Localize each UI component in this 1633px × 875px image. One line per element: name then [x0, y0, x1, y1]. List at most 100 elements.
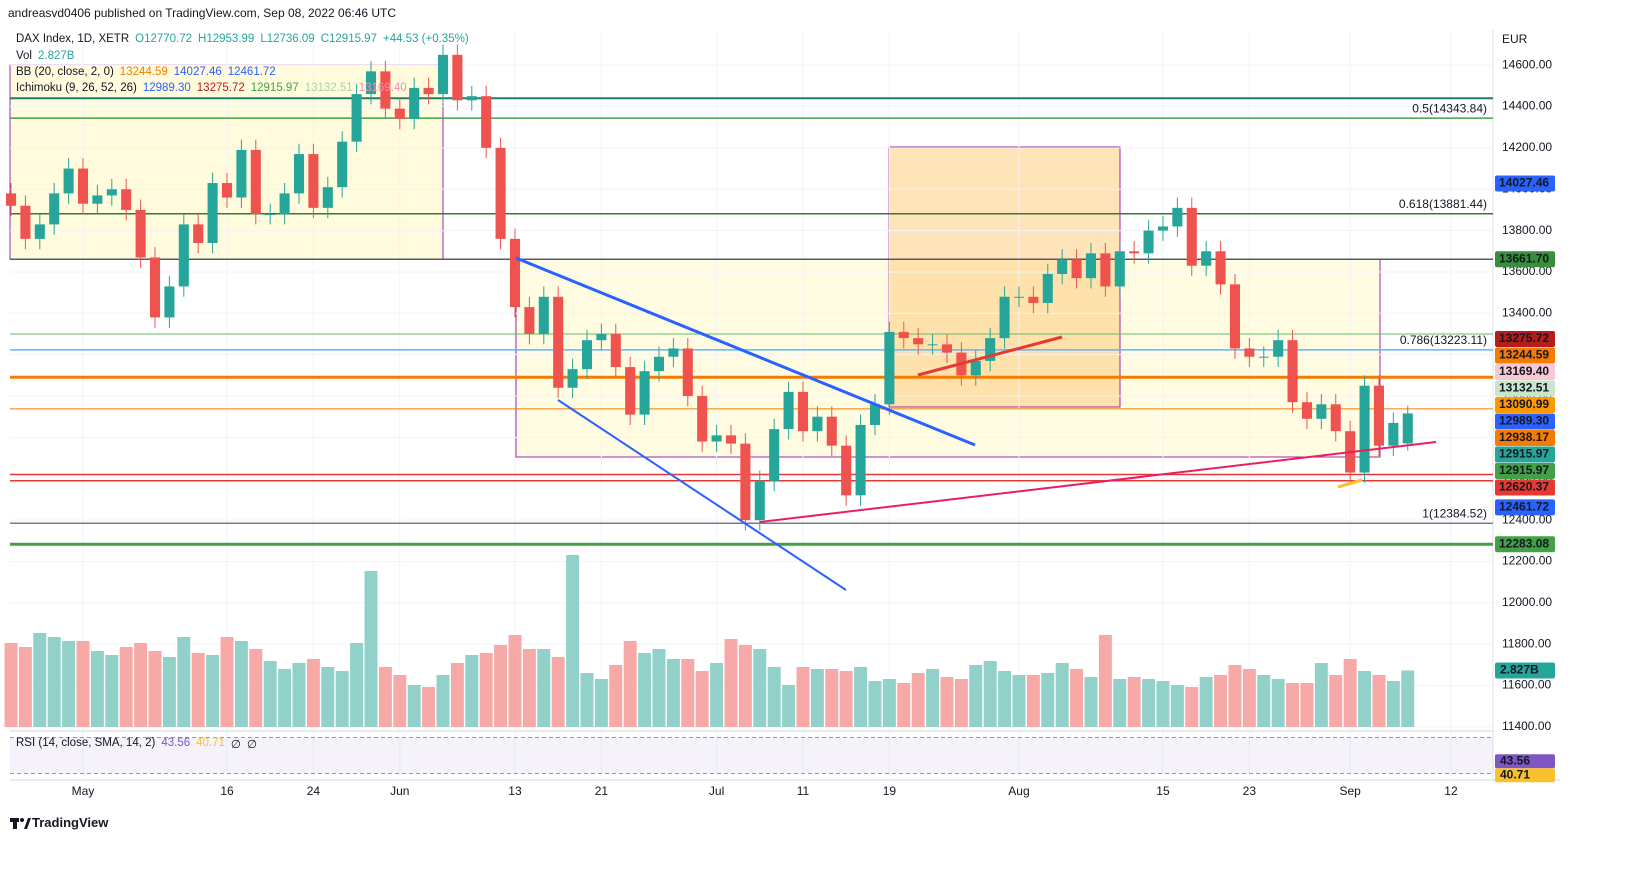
candle-body	[423, 87, 434, 95]
price-badge	[1495, 536, 1555, 553]
ohlc: L12736.09	[260, 33, 315, 45]
y-tick-label: 14600.00	[1502, 57, 1552, 71]
y-tick-label: 12200.00	[1502, 554, 1552, 568]
candle-body	[293, 154, 305, 194]
volume-bar	[652, 649, 666, 727]
price-badge	[1495, 499, 1555, 516]
volume-bar	[306, 659, 320, 727]
trend-line	[557, 399, 847, 591]
volume-bar	[1401, 670, 1415, 727]
volume-bar	[335, 671, 349, 727]
volume-bar	[1098, 635, 1112, 727]
candle-body	[754, 480, 765, 521]
volume-bar	[292, 663, 306, 727]
candle-body	[1201, 251, 1212, 266]
candle-body	[250, 149, 261, 215]
volume-bar	[33, 633, 47, 727]
candle-body	[812, 416, 823, 432]
candle-body	[1071, 259, 1082, 279]
x-tick-label: 12	[1444, 784, 1458, 798]
candle-body	[769, 429, 780, 481]
volume-bar	[810, 669, 824, 727]
volume-bar	[594, 679, 608, 727]
indicator-name: BB (20, close, 2, 0)	[16, 66, 114, 78]
candle-body	[337, 141, 348, 188]
candle-body	[970, 360, 981, 376]
candle-body	[783, 391, 794, 430]
vol-name: Vol	[16, 50, 32, 62]
legend-row: BB (20, close, 2, 0) 13244.59 14027.46 1246…	[16, 66, 276, 78]
volume-bar	[1084, 677, 1098, 727]
volume-bar	[926, 669, 940, 727]
levels: 0.5(14343.84) 0.618(13881.44) 0.786(13223.…	[10, 30, 1493, 780]
price-badge-label: 14027.46	[1499, 176, 1549, 190]
x-tick-label: 16	[220, 784, 234, 798]
change: +44.53 (+0.35%)	[382, 33, 469, 45]
x-tick-label: Jul	[709, 784, 724, 798]
volume-bar	[638, 653, 652, 727]
price-badge	[1495, 430, 1555, 447]
volume-bar	[162, 657, 176, 727]
candles	[5, 44, 1413, 531]
volume-bar	[1228, 665, 1242, 727]
volume-bar	[1156, 681, 1170, 727]
y-tick-label: 11800.00	[1502, 636, 1551, 650]
volume-bar	[1372, 675, 1386, 727]
symbol: DAX Index, 1D, XETR	[16, 33, 130, 45]
fib-label: 0.786(13223.11)	[1400, 333, 1487, 347]
price-badge	[1495, 397, 1555, 414]
candle-body	[625, 367, 636, 415]
candle-body	[1186, 207, 1197, 266]
legend-row: Ichimoku (9, 26, 52, 26) 12989.30 13275.72…	[16, 82, 407, 94]
volume-bar	[1214, 675, 1228, 727]
candle-body	[1388, 422, 1399, 446]
candle-body	[538, 296, 549, 334]
candle-body	[236, 149, 247, 198]
volume-bar	[1199, 677, 1213, 727]
volume-bar	[839, 671, 853, 727]
volume-bar	[119, 647, 133, 727]
volume-bar	[753, 649, 767, 727]
candle-body	[34, 224, 45, 239]
indicator-value: 12989.30	[142, 82, 191, 94]
candle-body	[63, 168, 74, 194]
candle-body	[351, 94, 362, 142]
price-badge	[1495, 479, 1555, 496]
x-tick-label: 23	[1243, 784, 1257, 798]
candle-body	[941, 344, 953, 353]
price-badge	[1495, 446, 1555, 463]
logo-part	[13, 818, 17, 829]
candle-body	[653, 356, 665, 372]
indicator-value: 43.56	[161, 737, 191, 749]
candle-body	[178, 224, 189, 287]
volume-bar	[407, 685, 421, 727]
volume-bar	[983, 661, 997, 727]
legend-row: RSI (14, close, SMA, 14, 2) 43.56 40.71 ∅ ∅	[16, 737, 257, 751]
indicator-value: ∅	[246, 739, 257, 751]
volume-bar	[897, 683, 911, 727]
volume-bar	[710, 663, 724, 727]
price-badge-label: 12915.97	[1499, 447, 1549, 461]
candle-body	[394, 108, 405, 119]
volume-bar	[479, 653, 493, 727]
candle-body	[898, 331, 909, 339]
ohlc: O12770.72	[135, 33, 193, 45]
candle-body	[524, 307, 535, 334]
price-badge-label: 12989.30	[1499, 414, 1549, 428]
volume-bar	[623, 641, 637, 727]
candle-body	[380, 71, 391, 109]
candle-body	[1330, 404, 1341, 432]
candle-body	[164, 286, 175, 318]
candle-body	[884, 331, 895, 405]
x-tick-label: 19	[883, 784, 897, 798]
volume-bar	[666, 659, 680, 727]
price-badge-label: 12938.17	[1499, 430, 1549, 444]
publisher: andreasvd0406 published on TradingView.c…	[8, 6, 397, 20]
volume-bar	[954, 679, 968, 727]
candle-body	[985, 338, 996, 361]
price-badge	[1495, 364, 1555, 381]
candle-body	[1273, 340, 1284, 357]
candle-body	[1287, 340, 1298, 403]
logo-part	[20, 818, 24, 822]
volume-bar	[969, 665, 983, 727]
